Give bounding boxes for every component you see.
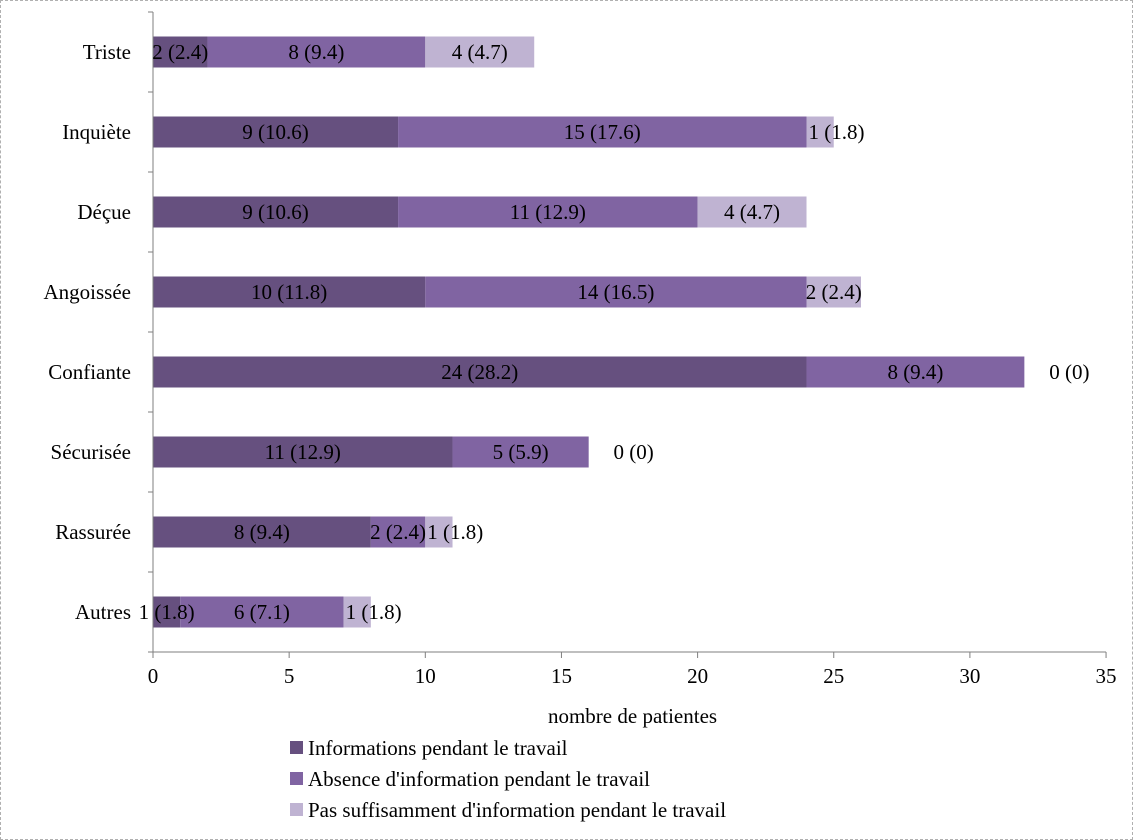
- data-label: 8 (9.4): [887, 360, 943, 384]
- category-label: Rassurée: [55, 520, 131, 544]
- data-label: 10 (11.8): [251, 280, 327, 304]
- legend-swatch: [290, 803, 303, 816]
- bar-segment: [425, 276, 807, 308]
- bar-segment: [806, 356, 1025, 388]
- x-tick-label: 30: [959, 664, 980, 688]
- bar-segment: [153, 436, 453, 468]
- category-label: Confiante: [48, 360, 131, 384]
- bar-segment: [153, 356, 807, 388]
- bar-segment: [153, 36, 208, 68]
- bar-segment: [806, 116, 834, 148]
- bar-segment: [452, 436, 589, 468]
- data-label: 6 (7.1): [234, 600, 290, 624]
- legend-label: Informations pendant le travail: [308, 736, 568, 760]
- bar-segment: [153, 276, 426, 308]
- category-label: Angoissée: [44, 280, 132, 304]
- bar-segment: [370, 516, 426, 548]
- bar-segment: [180, 596, 344, 628]
- bar-segment: [153, 196, 399, 228]
- data-label: 15 (17.6): [564, 120, 641, 144]
- bar-segment: [425, 516, 453, 548]
- x-tick-label: 5: [284, 664, 295, 688]
- data-label: 14 (16.5): [577, 280, 654, 304]
- category-label: Déçue: [77, 200, 131, 224]
- data-label: 4 (4.7): [724, 200, 780, 224]
- bar-segment: [207, 36, 426, 68]
- x-tick-label: 25: [823, 664, 844, 688]
- data-label: 1 (1.8): [809, 120, 865, 144]
- category-label: Inquiète: [62, 120, 131, 144]
- x-axis-title: nombre de patientes: [548, 704, 717, 728]
- x-tick-label: 20: [687, 664, 708, 688]
- data-label: 4 (4.7): [452, 40, 508, 64]
- data-label: 1 (1.8): [346, 600, 402, 624]
- category-label: Triste: [83, 40, 131, 64]
- legend-swatch: [290, 741, 303, 754]
- data-label: 8 (9.4): [234, 520, 290, 544]
- data-label: 1 (1.8): [139, 600, 195, 624]
- data-label: 9 (10.6): [242, 200, 309, 224]
- data-label: 2 (2.4): [152, 40, 208, 64]
- bar-segment: [806, 276, 861, 308]
- bar-segment: [697, 196, 807, 228]
- data-label: 11 (12.9): [265, 440, 341, 464]
- bar-segment: [153, 516, 371, 548]
- data-label: 2 (2.4): [370, 520, 426, 544]
- data-label: 9 (10.6): [242, 120, 309, 144]
- data-label: 1 (1.8): [427, 520, 483, 544]
- bar-segment: [398, 116, 807, 148]
- data-label: 24 (28.2): [441, 360, 518, 384]
- x-tick-label: 15: [551, 664, 572, 688]
- x-tick-label: 10: [415, 664, 436, 688]
- bar-segment: [343, 596, 371, 628]
- data-label: 8 (9.4): [288, 40, 344, 64]
- data-label: 0 (0): [1049, 360, 1089, 384]
- x-tick-label: 35: [1096, 664, 1117, 688]
- legend-label: Absence d'information pendant le travail: [308, 767, 650, 791]
- bar-segment: [153, 596, 181, 628]
- legend-label: Pas suffisamment d'information pendant l…: [308, 798, 726, 822]
- data-label: 5 (5.9): [493, 440, 549, 464]
- legend-swatch: [290, 772, 303, 785]
- category-label: Autres: [75, 600, 131, 624]
- bar-segment: [398, 196, 698, 228]
- category-label: Sécurisée: [51, 440, 131, 464]
- data-label: 11 (12.9): [510, 200, 586, 224]
- x-tick-label: 0: [148, 664, 159, 688]
- data-label: 2 (2.4): [806, 280, 862, 304]
- data-label: 0 (0): [614, 440, 654, 464]
- bar-segment: [153, 116, 399, 148]
- bar-segment: [425, 36, 535, 68]
